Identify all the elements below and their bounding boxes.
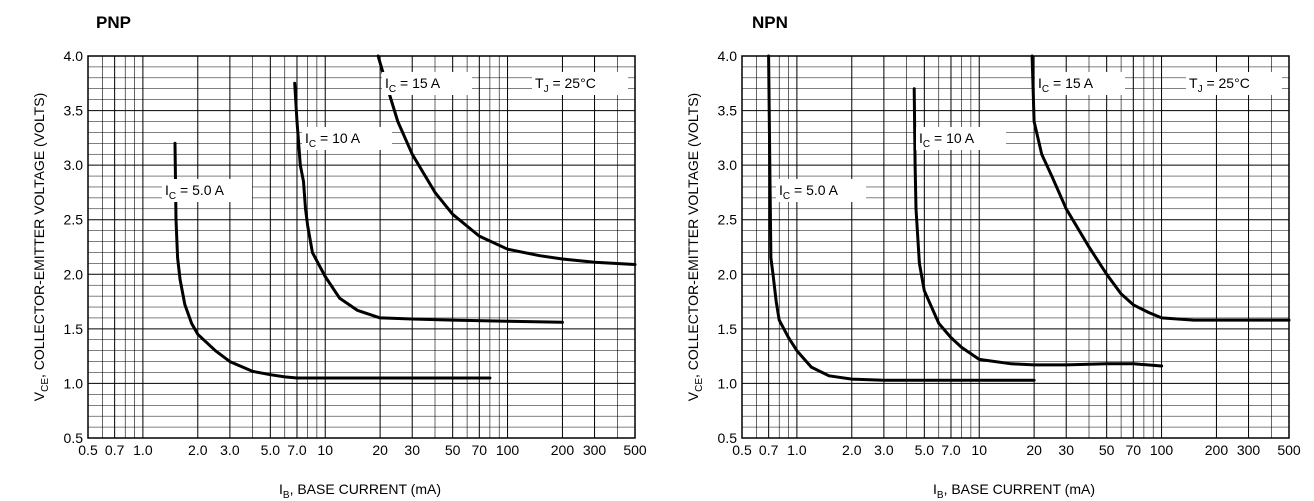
x-tick-label: 200 [1205, 442, 1229, 458]
y-tick-label: 0.5 [64, 430, 84, 446]
curve-ic-series-2 [293, 81, 564, 324]
x-tick-label: 7.0 [287, 442, 307, 458]
y-axis-label: VCE, COLLECTOR-EMITTER VOLTAGE (VOLTS) [685, 93, 705, 401]
curve-label: IC = 15 A [1038, 75, 1094, 95]
curve-label: IC = 10 A [919, 130, 975, 150]
chart-panel-pnp: PNP 0.5 1.0 1.5 2.0 2.5 3.0 3.5 4.0 0.5 0.7 1.0 2.0 3… [31, 13, 647, 501]
x-tick-label: 1.0 [133, 442, 153, 458]
curve-label-bg [382, 72, 472, 95]
y-tick-label: 1.5 [64, 321, 84, 337]
x-tick-label: 0.5 [78, 442, 98, 458]
y-tick-label: 0.5 [718, 430, 738, 446]
curve-label-bg [916, 127, 1006, 150]
x-tick-label: 30 [1058, 442, 1074, 458]
x-tick-label: 2.0 [188, 442, 208, 458]
x-tick-label: 70 [472, 442, 488, 458]
chart-panel-npn: NPN 0.5 1.0 1.5 2.0 2.5 3.0 3.5 4.0 0.5 0.7 1.0 2.0 3… [685, 13, 1301, 501]
curve-label-bg [302, 127, 392, 150]
x-tick-label: 300 [1237, 442, 1261, 458]
curve-label: IC = 15 A [385, 75, 441, 95]
curve-label: IC = 5.0 A [165, 182, 225, 202]
y-tick-label: 1.0 [718, 375, 738, 391]
x-tick-label: 100 [496, 442, 520, 458]
chart-title: NPN [752, 13, 788, 32]
curve-label: IC = 5.0 A [779, 182, 839, 202]
x-tick-label: 0.7 [759, 442, 779, 458]
y-tick-label: 2.0 [64, 266, 84, 282]
x-tick-label: 20 [1026, 442, 1042, 458]
curve-label-bg [776, 179, 866, 202]
x-axis-label: IB, BASE CURRENT (mA) [279, 481, 441, 501]
curve-ic-series-3 [1030, 54, 1291, 322]
y-tick-label: 1.0 [64, 375, 84, 391]
curve-ic-series-3 [376, 54, 637, 266]
x-tick-label: 5.0 [261, 442, 281, 458]
x-tick-label: 5.0 [915, 442, 935, 458]
curve-label: IC = 10 A [305, 130, 361, 150]
curve-label-bg [1035, 72, 1125, 95]
x-tick-label: 100 [1150, 442, 1174, 458]
x-tick-label: 10 [971, 442, 987, 458]
y-tick-label: 4.0 [64, 48, 84, 64]
annotation-bg [1186, 72, 1282, 95]
x-tick-label: 20 [372, 442, 388, 458]
x-tick-label: 500 [623, 442, 647, 458]
x-tick-label: 3.0 [874, 442, 894, 458]
x-tick-label: 50 [1099, 442, 1115, 458]
chart-title: PNP [96, 13, 131, 32]
plot-frame [87, 55, 636, 439]
x-tick-label: 30 [404, 442, 420, 458]
x-tick-label: 3.0 [220, 442, 240, 458]
x-tick-label: 10 [317, 442, 333, 458]
y-axis-label: VCE, COLLECTOR-EMITTER VOLTAGE (VOLTS) [31, 93, 51, 401]
x-tick-label: 300 [583, 442, 607, 458]
x-tick-label: 0.7 [105, 442, 125, 458]
x-tick-label: 0.5 [732, 442, 752, 458]
y-tick-label: 4.0 [718, 48, 738, 64]
x-tick-label: 2.0 [842, 442, 862, 458]
curve-label-bg [162, 179, 252, 202]
y-tick-label: 2.0 [718, 266, 738, 282]
y-tick-label: 3.0 [718, 157, 738, 173]
x-tick-label: 70 [1126, 442, 1142, 458]
y-tick-label: 2.5 [64, 212, 84, 228]
temperature-annotation: TJ = 25°C [535, 75, 596, 95]
x-axis-label: IB, BASE CURRENT (mA) [933, 481, 1095, 501]
y-tick-label: 3.5 [64, 103, 84, 119]
curve-ic-series-1 [767, 54, 1036, 382]
x-tick-label: 1.0 [787, 442, 807, 458]
x-tick-label: 200 [551, 442, 575, 458]
x-tick-label: 50 [445, 442, 461, 458]
temperature-annotation: TJ = 25°C [1189, 75, 1250, 95]
x-tick-label: 7.0 [941, 442, 961, 458]
y-tick-label: 3.5 [718, 103, 738, 119]
y-tick-label: 3.0 [64, 157, 84, 173]
plot-frame [741, 55, 1290, 439]
curve-ic-series-1 [173, 141, 492, 380]
y-tick-label: 2.5 [718, 212, 738, 228]
y-tick-label: 1.5 [718, 321, 738, 337]
annotation-bg [532, 72, 628, 95]
x-tick-label: 500 [1277, 442, 1301, 458]
curve-ic-series-2 [912, 87, 1164, 368]
